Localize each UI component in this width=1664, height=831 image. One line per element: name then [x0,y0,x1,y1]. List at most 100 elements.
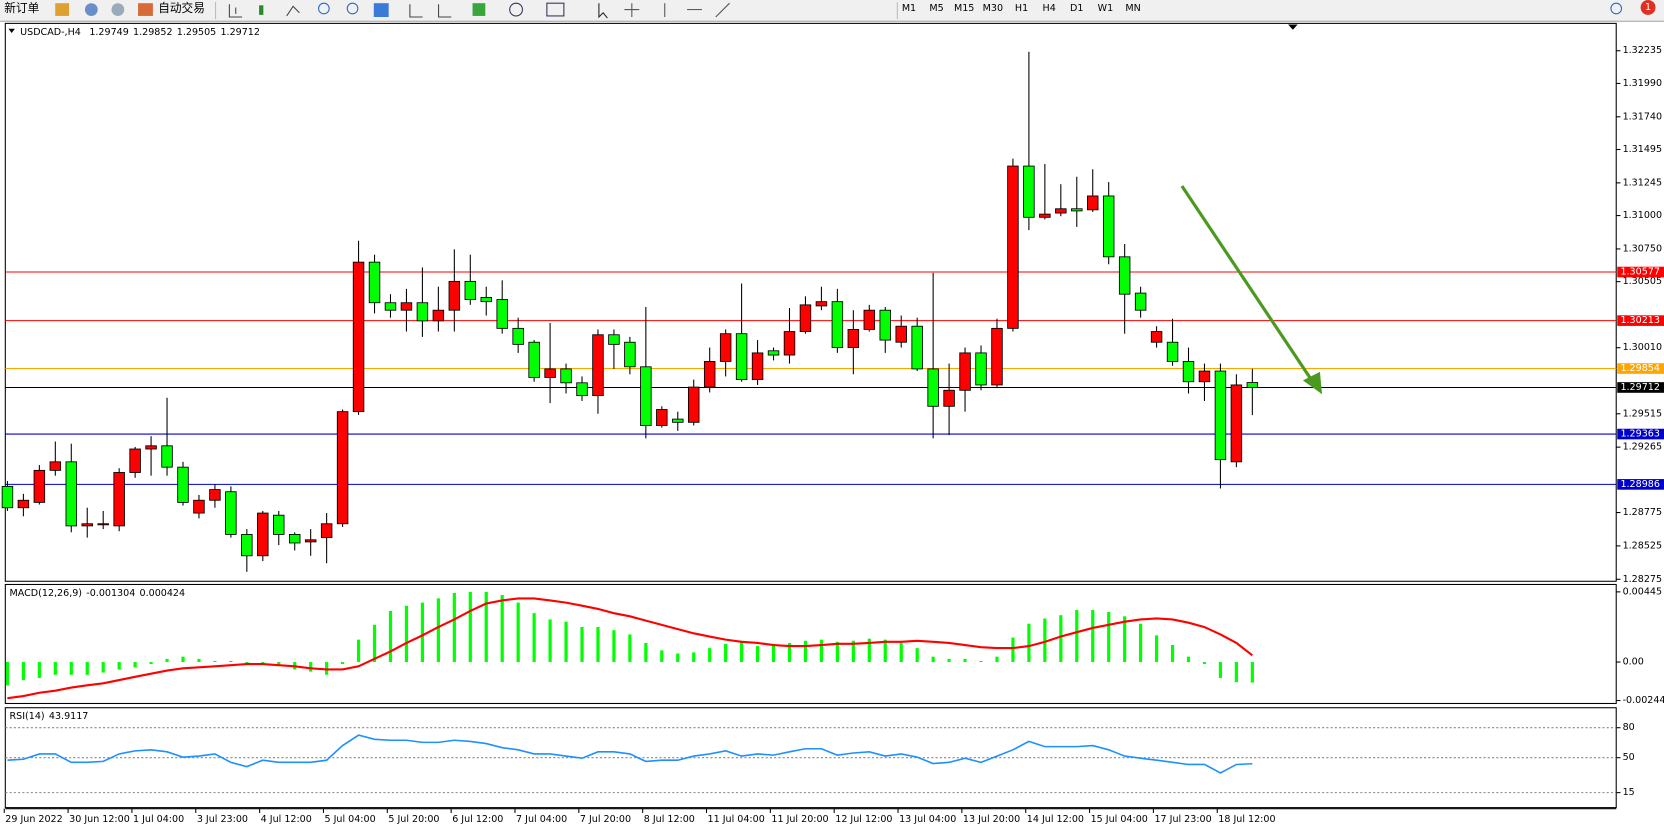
x-tick-label: 11 Jul 04:00 [708,814,765,825]
y-tick-label: 1.28525 [1623,540,1662,551]
macd-bar [436,598,440,663]
macd-bar [101,662,105,673]
macd-bar [755,646,760,663]
candle-body [273,514,285,535]
macd-bar [580,627,584,663]
bar-chart-button[interactable] [228,4,243,18]
badge[interactable] [1640,0,1656,15]
macd-bar [149,662,153,665]
timeframe-button[interactable]: H4 [1043,3,1056,14]
icon[interactable] [111,3,125,16]
candle-body [496,299,508,329]
candle-body [544,368,556,378]
icon[interactable] [138,3,153,16]
x-tick-label: 29 Jun 2022 [5,814,62,825]
new-order-button[interactable]: 新订单 [4,1,39,15]
price-label-bg [1617,479,1664,490]
candle-body [416,302,429,322]
y-tick-label: 1.31495 [1623,144,1662,155]
macd-bar [53,662,57,675]
macd-header: MACD(12,26,9) -0.001304 0.000424 [10,587,186,598]
macd-bar [548,619,552,663]
candle-body [257,512,269,557]
macd-bar [644,642,648,663]
x-tick-label: 8 Jul 12:00 [644,814,695,825]
scroll-button[interactable] [409,4,423,18]
candle-body [129,448,141,473]
candle-body [576,382,588,397]
x-tick-label: 14 Jul 12:00 [1027,814,1084,825]
crosshair-button[interactable] [624,3,640,18]
header-open: 1.29749 [89,26,128,37]
trendline-button[interactable] [715,2,730,18]
y-tick-label: -0.002443 [1623,695,1664,706]
macd-bar [1011,637,1015,663]
icon[interactable] [84,3,98,16]
candle-body [1007,165,1019,329]
candle-body [320,523,333,539]
candle-body [512,327,524,345]
macd-bar [165,658,169,663]
macd-bar [1075,610,1079,663]
candle-body [97,523,109,526]
timeframe-button[interactable]: MN [1125,3,1140,14]
macd-bar [404,605,409,663]
zoom-out-button[interactable] [346,2,359,15]
macd-bar [1186,656,1191,663]
candle-body [831,301,844,348]
macd-bar [692,652,696,663]
candle-body [1134,292,1147,311]
candle-body [464,280,477,300]
auto-trading-button[interactable]: 自动交易 [158,1,205,15]
candle-body [1055,208,1067,214]
x-tick-label: 11 Jul 20:00 [771,814,828,825]
candle-body [1118,256,1131,295]
y-tick-label: 15 [1623,787,1635,798]
y-tick-label: 1.29515 [1623,408,1662,419]
macd-bar [787,642,792,663]
shift-marker [1288,24,1298,30]
candle-body [336,411,349,525]
x-tick-label: 5 Jul 04:00 [325,814,376,825]
header-close: 1.29712 [220,26,259,37]
macd-bar [197,658,201,663]
x-tick-label: 18 Jul 12:00 [1218,814,1275,825]
periods-button[interactable] [509,2,523,17]
timeframe-button[interactable]: M30 [983,3,1003,14]
candle-button[interactable] [259,5,264,15]
timeframe-button[interactable]: M5 [929,3,943,14]
timeframe-button[interactable]: D1 [1070,3,1083,14]
candle-body [480,296,492,303]
rsi-line [7,734,1253,774]
y-tick-label: 1.31245 [1623,177,1662,188]
y-tick-label: 1.28775 [1623,507,1662,518]
macd-bar [963,658,967,663]
timeframe-button[interactable]: H1 [1015,3,1028,14]
macd-bar [133,662,137,668]
indicators-button[interactable] [472,3,486,16]
tile-button[interactable] [373,3,389,18]
icon[interactable] [55,3,70,16]
macd-bar [309,662,313,672]
y-tick-label: 50 [1623,752,1635,763]
line-chart-button[interactable] [286,5,300,17]
timeframe-button[interactable]: M15 [954,3,974,14]
cursor-button[interactable] [598,3,608,19]
x-tick-label: 7 Jul 20:00 [580,814,631,825]
rsi-header-part: 43.9117 [49,711,88,722]
candle-body [863,309,876,330]
zoom-in-button[interactable] [318,2,330,15]
candle-body [304,539,317,543]
candle-body [528,341,540,378]
timeframe-button[interactable]: M1 [902,3,916,14]
pane-frame [4,22,1617,582]
search-button[interactable] [1610,2,1623,15]
rsi-header: RSI(14) 43.9117 [10,711,89,722]
macd-bar [117,662,121,670]
shift-button[interactable] [438,4,452,18]
chart-header: USDCAD-,H4 1.29749 1.29852 1.29505 1.29712 [20,26,260,37]
macd-bar [372,624,377,663]
macd-bar [1202,662,1207,665]
timeframe-button[interactable]: W1 [1098,3,1114,14]
templates-button[interactable] [546,2,565,17]
